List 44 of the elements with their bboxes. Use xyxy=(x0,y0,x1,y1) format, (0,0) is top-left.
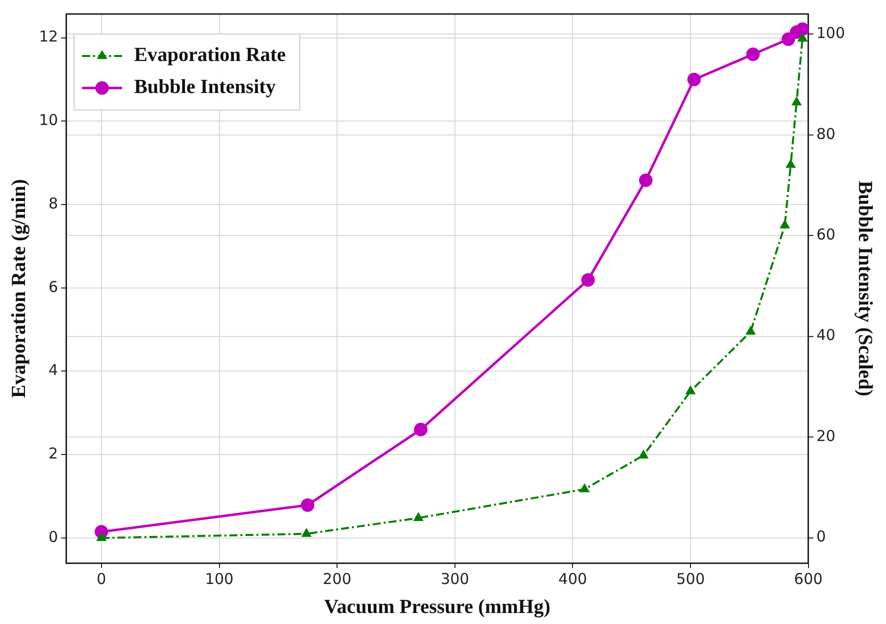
y2-tick-label: 20 xyxy=(816,426,836,445)
point xyxy=(782,32,796,46)
x-tick-label: 300 xyxy=(440,570,470,588)
x-tick-label: 100 xyxy=(204,570,234,588)
point xyxy=(687,72,701,86)
y2-tick-label: 60 xyxy=(816,226,836,244)
point xyxy=(580,484,589,492)
y-tick-label: 12 xyxy=(38,28,58,46)
y-tick-label: 4 xyxy=(48,361,58,380)
point xyxy=(746,326,756,335)
point xyxy=(302,528,311,537)
y2-tick-label: 0 xyxy=(816,528,826,546)
y-axis-title: Evaporation Rate (g/min) xyxy=(8,179,30,398)
x-tick-label: 400 xyxy=(558,570,588,588)
point xyxy=(96,532,106,541)
y-tick-label: 10 xyxy=(38,111,58,130)
y2-tick-label: 100 xyxy=(816,24,846,42)
x-axis-title: Vacuum Pressure (mmHg) xyxy=(324,596,550,618)
x-tick-label: 200 xyxy=(322,570,352,588)
point xyxy=(798,34,807,42)
point xyxy=(414,512,423,521)
x-tick-label: 0 xyxy=(96,570,106,588)
point xyxy=(686,386,696,394)
y2-axis-title: Bubble Intensity (Scaled) xyxy=(854,180,876,396)
point xyxy=(780,220,790,228)
y-tick-label: 2 xyxy=(48,444,58,463)
point xyxy=(414,422,428,436)
y2-tick-label: 40 xyxy=(816,326,836,344)
y-tick-label: 6 xyxy=(48,278,58,296)
point xyxy=(638,450,648,458)
y-tick-label: 0 xyxy=(48,528,58,546)
point xyxy=(639,173,653,187)
legend-label: Evaporation Rate xyxy=(134,44,286,66)
point xyxy=(581,273,595,287)
y-tick-label: 8 xyxy=(48,194,58,212)
legend-label: Bubble Intensity xyxy=(134,76,276,98)
point xyxy=(300,498,314,512)
x-tick-label: 500 xyxy=(676,570,705,588)
point xyxy=(796,22,808,36)
point xyxy=(786,160,796,168)
x-tick-label: 600 xyxy=(794,570,823,588)
y2-tick-label: 80 xyxy=(816,124,836,143)
point xyxy=(792,97,802,106)
point xyxy=(746,48,760,62)
